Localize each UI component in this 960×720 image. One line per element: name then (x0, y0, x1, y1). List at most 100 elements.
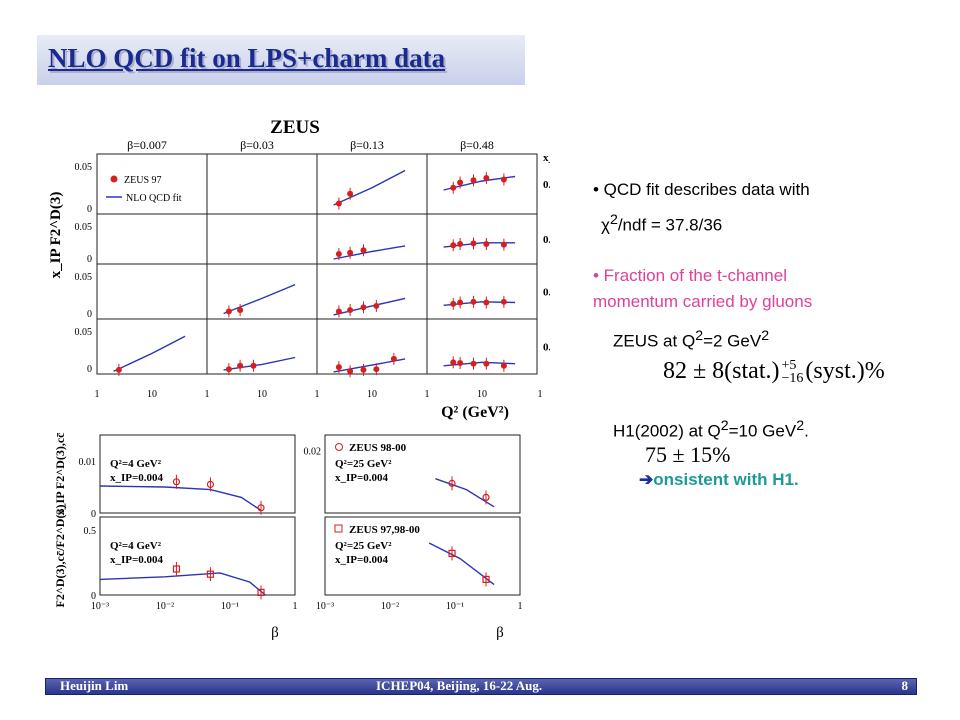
charm-point (257, 588, 265, 596)
charm-point (448, 549, 456, 557)
x-tick-label: 10⁻¹ (221, 601, 239, 612)
panel-q2-label: Q²=4 GeV² (110, 458, 162, 470)
data-point (347, 249, 354, 256)
data-point (225, 308, 232, 315)
data-point (335, 200, 342, 207)
h1-tail: . (804, 421, 809, 441)
bullet-qcd-fit: • QCD fit describes data with (593, 180, 810, 199)
column-header: β=0.48 (460, 138, 494, 152)
row-header: x_IP (543, 152, 550, 164)
qcd-fit-curve (333, 169, 406, 206)
h1-sup2: 2 (796, 418, 805, 434)
bullet-gluon-fraction: • Fraction of the t-channel (593, 266, 787, 285)
charm-point (206, 480, 215, 488)
x-tick-label: 10 (367, 389, 377, 400)
data-point (373, 302, 380, 309)
grid-panel (206, 318, 318, 375)
data-point (457, 179, 464, 186)
panel-q2-label: Q²=25 GeV² (335, 540, 392, 552)
y-axis-label: F2^D(3),cc̄/F2^D(3) (53, 505, 67, 608)
grid-panel (426, 318, 538, 375)
column-header: β=0.007 (127, 138, 167, 152)
legend-marker (335, 443, 343, 451)
data-point (483, 241, 490, 247)
h1-mid: =10 GeV (728, 421, 797, 441)
formula1-tail: (syst.)% (805, 358, 885, 384)
h1-sup: 2 (720, 418, 729, 434)
grid-panel (96, 213, 208, 265)
data-point (335, 364, 342, 371)
footer-author: Heuijin Lim (60, 678, 129, 693)
conclusion: ➔onsistent with H1. (639, 470, 799, 490)
data-point (335, 308, 342, 315)
data-point (500, 298, 507, 305)
footer-conference: ICHEP04, Beijing, 16-22 Aug. (376, 678, 543, 693)
charm-point (206, 570, 215, 578)
data-point (347, 368, 354, 375)
y-tick-label: 0.5 (84, 526, 97, 537)
zeus-pre: ZEUS at Q (613, 331, 696, 351)
data-point (360, 366, 367, 373)
charm-point (448, 479, 456, 487)
column-header: β=0.13 (350, 138, 384, 152)
footer-page-number: 8 (901, 678, 909, 693)
y-tick-label: 0 (87, 254, 92, 265)
data-point (470, 177, 477, 184)
data-point (225, 366, 232, 373)
row-label: 0.0068 (543, 342, 550, 354)
chi-value: /ndf = 37.8/36 (617, 215, 723, 235)
data-point (237, 362, 244, 369)
grid-panel (426, 263, 538, 320)
y-tick-label: 0 (91, 591, 96, 602)
h1-pre: H1(2002) at Q (613, 421, 721, 441)
grid-panel (426, 213, 538, 265)
panel-xip-label: x_IP=0.004 (335, 472, 389, 484)
y-tick-label: 0 (87, 204, 92, 215)
formula-h1: 75 ± 15% (645, 442, 731, 467)
x-tick-label: 1 (425, 389, 430, 400)
grid-panel (426, 153, 538, 215)
x-tick-label: 1 (205, 389, 210, 400)
charm-point (482, 493, 490, 501)
x-tick-label: 10⁻² (156, 601, 174, 612)
grid-panel (206, 263, 318, 320)
panel-xip-label: x_IP=0.004 (110, 554, 164, 566)
x-tick-label: 10⁻³ (91, 601, 109, 612)
charm-fit-curve (99, 572, 266, 596)
data-point (373, 366, 380, 373)
bullet-chi2: χ2/ndf = 37.8/36 (601, 212, 722, 236)
grid-panel (316, 153, 428, 215)
y-tick-label: 0 (91, 509, 96, 520)
formula1-up: +5 (781, 358, 797, 374)
panel-q2-label: Q²=4 GeV² (110, 540, 162, 552)
zeus-sup2: 2 (761, 328, 770, 344)
legend-marker-zeus97 (110, 175, 118, 183)
y-tick-label: 0.05 (75, 272, 93, 283)
charm-fit-curve (428, 542, 495, 586)
y-tick-label: 0.02 (304, 447, 322, 458)
arrow-icon: ➔ (639, 470, 654, 489)
x-tick-label: 10⁻¹ (446, 601, 464, 612)
qcd-fit-curve (333, 245, 406, 260)
charm-fit-curve (99, 485, 262, 511)
x-tick-label: 1 (95, 389, 100, 400)
grid-panel (96, 318, 208, 375)
data-point (450, 300, 457, 307)
qcd-fit-curve (223, 356, 296, 371)
qcd-fit-curve (333, 297, 406, 316)
data-point (483, 299, 490, 306)
y-tick-label: 0 (87, 364, 92, 375)
data-point (450, 242, 457, 249)
y-axis-label: x_IP F2^D(3),cc̄ (53, 432, 67, 516)
chi-symbol: χ (601, 215, 610, 235)
charm-fit-curve (435, 478, 495, 508)
y-tick-label: 0.05 (75, 222, 93, 233)
charm-panel (324, 434, 521, 514)
x-tick-label: 1 (315, 389, 320, 400)
data-point (457, 241, 464, 247)
footer-bar: Heuijin Lim ICHEP04, Beijing, 16-22 Aug.… (45, 678, 917, 695)
panel-legend: ZEUS 98-00 (349, 442, 407, 454)
slide-title: NLO QCD fit on LPS+charm data (48, 43, 446, 73)
x-tick-label: 1 (293, 601, 298, 612)
x-tick-label: 10⁻² (381, 601, 399, 612)
